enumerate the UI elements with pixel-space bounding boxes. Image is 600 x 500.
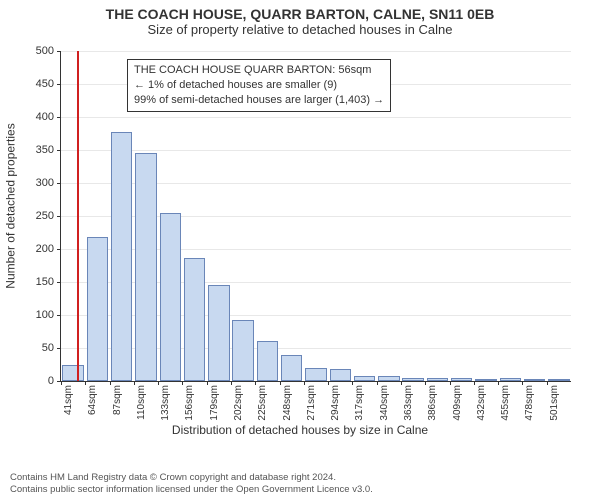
histogram-bar [378, 376, 399, 381]
page-title-line1: THE COACH HOUSE, QUARR BARTON, CALNE, SN… [0, 0, 600, 22]
xtick-label: 432sqm [476, 385, 487, 435]
histogram-bar [475, 379, 496, 381]
xtick-mark [61, 381, 62, 385]
xtick-label: 294sqm [330, 385, 341, 435]
xtick-mark [474, 381, 475, 385]
ytick-label: 300 [14, 177, 54, 189]
histogram-bar [184, 258, 205, 381]
xtick-mark [377, 381, 378, 385]
xtick-label: 41sqm [63, 385, 74, 435]
ytick-label: 500 [14, 45, 54, 57]
xtick-mark [450, 381, 451, 385]
histogram-bar [402, 378, 423, 381]
xtick-label: 225sqm [257, 385, 268, 435]
xtick-label: 179sqm [209, 385, 220, 435]
ytick-label: 50 [14, 342, 54, 354]
page-title-line2: Size of property relative to detached ho… [0, 22, 600, 41]
xtick-mark [401, 381, 402, 385]
xtick-label: 271sqm [306, 385, 317, 435]
ytick-label: 150 [14, 276, 54, 288]
xtick-label: 386sqm [427, 385, 438, 435]
footer-line2: Contains public sector information licen… [10, 484, 590, 496]
histogram-bar [208, 285, 229, 381]
xtick-label: 64sqm [87, 385, 98, 435]
ytick-label: 200 [14, 243, 54, 255]
annotation-box: THE COACH HOUSE QUARR BARTON: 56sqm← 1% … [127, 59, 391, 112]
histogram-bar [281, 355, 302, 381]
xtick-label: 202sqm [233, 385, 244, 435]
histogram-bar [305, 368, 326, 381]
xtick-label: 248sqm [282, 385, 293, 435]
xtick-label: 478sqm [524, 385, 535, 435]
xtick-label: 87sqm [112, 385, 123, 435]
xtick-label: 110sqm [136, 385, 147, 435]
xtick-mark [280, 381, 281, 385]
plot-area: THE COACH HOUSE QUARR BARTON: 56sqm← 1% … [60, 51, 571, 382]
xtick-mark [328, 381, 329, 385]
histogram-bar [257, 341, 278, 381]
chart-container: Number of detached properties THE COACH … [0, 41, 600, 441]
ytick-label: 450 [14, 78, 54, 90]
histogram-bar [451, 378, 472, 381]
histogram-bar [330, 369, 351, 381]
annotation-line1: THE COACH HOUSE QUARR BARTON: 56sqm [134, 63, 384, 78]
histogram-bar [548, 379, 569, 381]
ytick-label: 0 [14, 375, 54, 387]
histogram-bar [500, 378, 521, 381]
xtick-label: 455sqm [500, 385, 511, 435]
xtick-label: 363sqm [403, 385, 414, 435]
xtick-label: 501sqm [549, 385, 560, 435]
footer-line1: Contains HM Land Registry data © Crown c… [10, 472, 590, 484]
xtick-mark [498, 381, 499, 385]
xtick-mark [134, 381, 135, 385]
y-axis-label-wrap: Number of detached properties [4, 41, 18, 371]
xtick-label: 409sqm [452, 385, 463, 435]
xtick-mark [158, 381, 159, 385]
histogram-bar [232, 320, 253, 381]
histogram-bar [160, 213, 181, 381]
xtick-mark [207, 381, 208, 385]
annotation-line3: 99% of semi-detached houses are larger (… [134, 93, 384, 108]
histogram-bar [524, 379, 545, 381]
ytick-label: 350 [14, 144, 54, 156]
ytick-label: 250 [14, 210, 54, 222]
ytick-label: 100 [14, 309, 54, 321]
xtick-mark [110, 381, 111, 385]
xtick-mark [304, 381, 305, 385]
xtick-label: 133sqm [160, 385, 171, 435]
annotation-line2: ← 1% of detached houses are smaller (9) [134, 78, 384, 93]
footer-attribution: Contains HM Land Registry data © Crown c… [10, 472, 590, 496]
xtick-label: 156sqm [184, 385, 195, 435]
xtick-mark [231, 381, 232, 385]
histogram-bar [427, 378, 448, 381]
xtick-mark [547, 381, 548, 385]
xtick-label: 317sqm [354, 385, 365, 435]
histogram-bar [111, 132, 132, 381]
histogram-bar [135, 153, 156, 381]
ytick-label: 400 [14, 111, 54, 123]
histogram-bar [87, 237, 108, 381]
histogram-bar [62, 365, 83, 382]
reference-line [77, 51, 79, 381]
histogram-bar [354, 376, 375, 381]
xtick-label: 340sqm [379, 385, 390, 435]
